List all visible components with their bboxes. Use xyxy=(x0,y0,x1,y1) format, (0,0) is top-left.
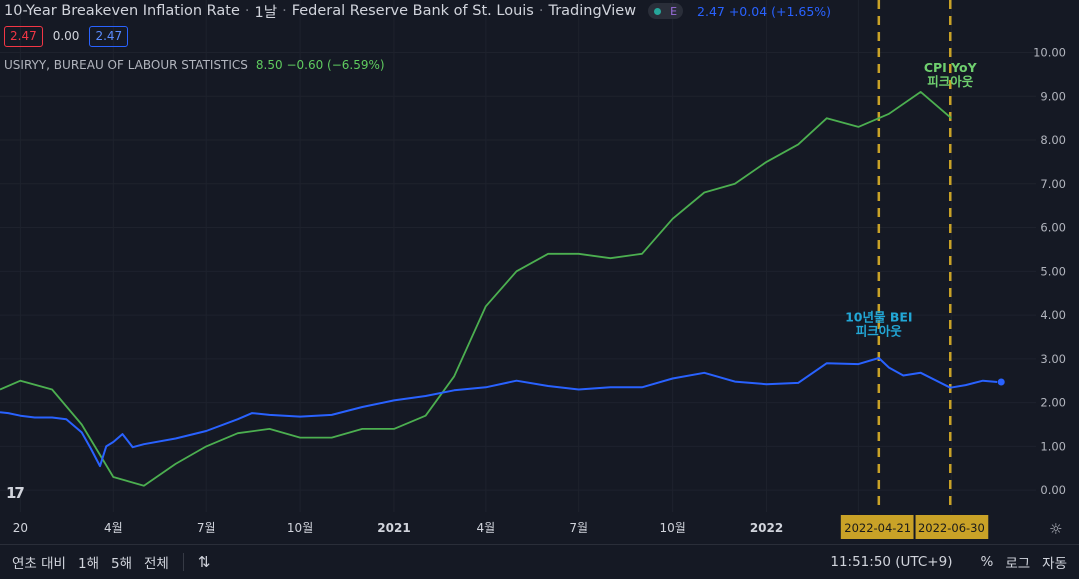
earnings-badge: E xyxy=(670,4,678,18)
secondary-quote: 8.50 −0.60 (−6.59%) xyxy=(255,58,385,72)
platform-label: TradingView xyxy=(548,3,637,19)
sell-price-box[interactable]: 2.47 xyxy=(4,26,43,47)
y-tick-label: 7.00 xyxy=(1040,177,1066,191)
bottom-toolbar: 연초 대비 1해 5해 전체 ⇅ 11:51:50 (UTC+9) % 로그 자… xyxy=(0,544,1079,579)
spread-value: 0.00 xyxy=(52,29,80,43)
y-tick-label: 1.00 xyxy=(1040,439,1066,453)
x-tick-label: 20 xyxy=(13,521,28,535)
date-markers: 2022-04-21 2022-06-30 xyxy=(840,0,989,539)
range-all-button[interactable]: 전체 xyxy=(144,556,169,572)
range-1y-button[interactable]: 1해 xyxy=(77,556,99,572)
y-tick-label: 4.00 xyxy=(1040,308,1066,322)
percent-scale-toggle[interactable]: % xyxy=(980,554,994,570)
x-tick-label: 2021 xyxy=(377,521,410,535)
x-tick-label: 4월 xyxy=(477,521,496,535)
secondary-series-legend[interactable]: USIRYY, BUREAU OF LABOUR STATISTICS 8.50 … xyxy=(4,58,385,72)
interval-label[interactable]: 1날 xyxy=(254,4,278,21)
y-tick-label: 8.00 xyxy=(1040,133,1066,147)
auto-scale-toggle[interactable]: 자동 xyxy=(1042,556,1067,572)
main-quote: 2.47 +0.04 (+1.65%) xyxy=(697,3,832,19)
annotation-label: 10년물 BEI xyxy=(845,310,912,325)
market-open-dot-icon xyxy=(654,7,662,15)
x-axis: 204월7월10월20214월7월10월20224월7월 xyxy=(13,521,961,535)
y-tick-label: 9.00 xyxy=(1040,89,1066,103)
date-range-calendar-icon[interactable]: ⇅ xyxy=(197,553,211,571)
series-lines xyxy=(0,91,1005,487)
price-boxes: 2.47 0.00 2.47 xyxy=(4,26,129,47)
y-tick-label: 10.00 xyxy=(1033,46,1066,60)
y-axis: 0.00 1.00 2.00 3.00 4.00 5.00 6.00 7.00 8.00 9.00… xyxy=(1033,46,1066,498)
clock-time[interactable]: 11:51:50 (UTC+9) xyxy=(830,554,953,570)
y-tick-label: 0.00 xyxy=(1040,483,1066,497)
marker-date-box xyxy=(840,515,914,539)
x-tick-label: 7월 xyxy=(197,521,216,535)
marker-date-box xyxy=(915,515,989,539)
x-tick-label: 10월 xyxy=(287,521,313,535)
secondary-symbol-label: USIRYY, BUREAU OF LABOUR STATISTICS xyxy=(4,58,248,72)
marker-date-label: 2022-06-30 xyxy=(918,521,985,535)
toolbar-divider xyxy=(182,553,184,571)
range-ytd-button[interactable]: 연초 대비 xyxy=(12,556,66,572)
bottom-right-controls: 11:51:50 (UTC+9) % 로그 자동 xyxy=(830,545,1079,579)
source-label: Federal Reserve Bank of St. Louis xyxy=(291,3,534,19)
x-tick-label: 7월 xyxy=(569,521,588,535)
bei-10y-line xyxy=(0,357,998,468)
y-tick-label: 3.00 xyxy=(1040,352,1066,366)
tradingview-logo-icon[interactable]: 17 xyxy=(6,484,25,502)
x-tick-label: 10월 xyxy=(659,521,685,535)
buy-price-box[interactable]: 2.47 xyxy=(89,26,129,47)
x-tick-label: 4월 xyxy=(104,521,123,535)
chart-header: 10-Year Breakeven Inflation Rate · 1날 · Fe… xyxy=(4,0,831,22)
marker-date-label: 2022-04-21 xyxy=(844,521,911,535)
annotation-label: 피크아웃 xyxy=(856,324,903,339)
cpi-yoy-line xyxy=(0,91,952,487)
bei-last-value-dot xyxy=(997,378,1005,386)
settings-gear-icon[interactable]: ☼ xyxy=(1049,520,1063,538)
grid-lines xyxy=(0,0,1036,512)
x-tick-label: 2022 xyxy=(750,521,783,535)
y-tick-label: 5.00 xyxy=(1040,264,1066,278)
range-5y-button[interactable]: 5해 xyxy=(111,556,133,572)
y-tick-label: 6.00 xyxy=(1040,221,1066,235)
annotation-label: 피크아웃 xyxy=(927,74,974,89)
market-status-pill[interactable]: E xyxy=(648,3,684,19)
annotation-label: CPI YoY xyxy=(924,60,978,75)
symbol-title[interactable]: 10-Year Breakeven Inflation Rate xyxy=(4,3,240,19)
log-scale-toggle[interactable]: 로그 xyxy=(1005,556,1031,572)
y-tick-label: 2.00 xyxy=(1040,396,1066,410)
